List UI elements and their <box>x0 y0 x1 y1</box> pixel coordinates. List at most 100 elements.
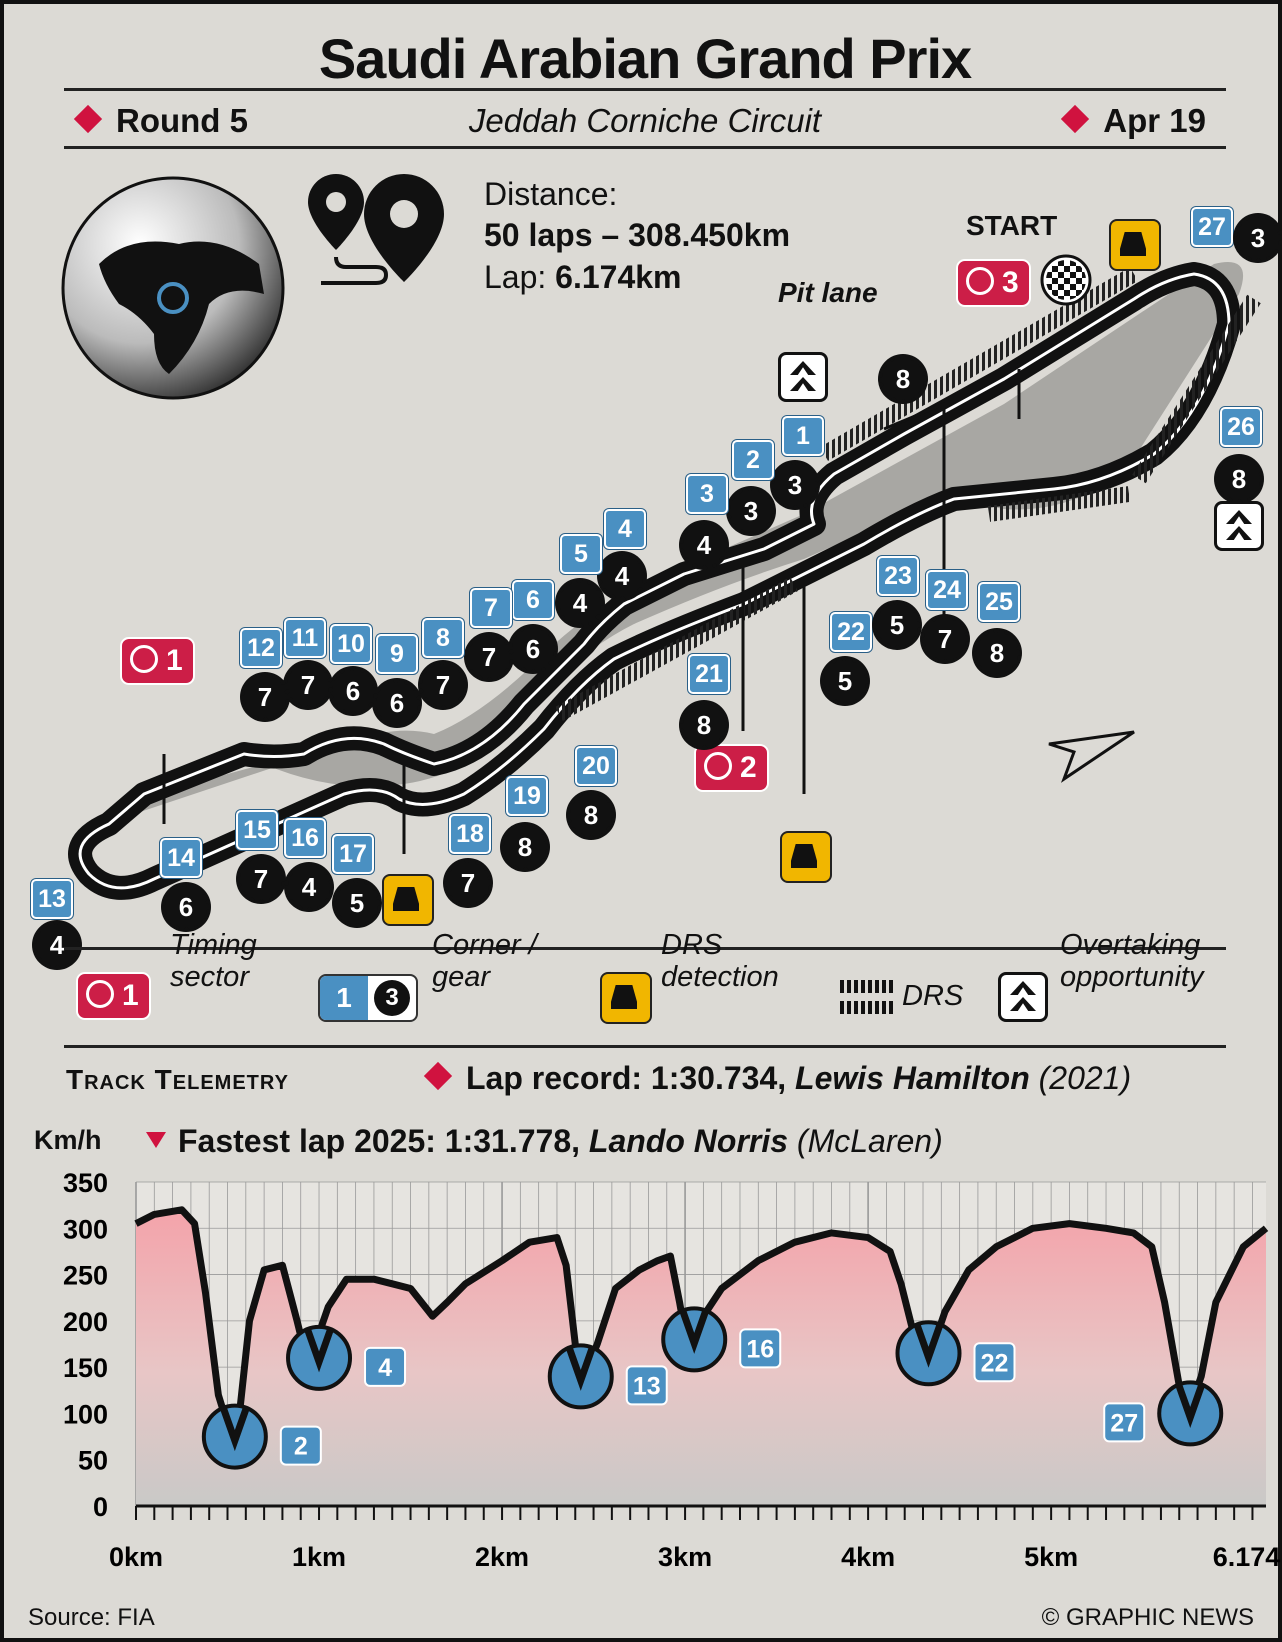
corner-number: 23 <box>877 556 919 596</box>
corner-number: 20 <box>575 746 617 786</box>
overtaking-icon <box>778 352 828 402</box>
divider <box>64 88 1226 91</box>
gear-badge: 6 <box>372 678 422 728</box>
gear-badge: 4 <box>284 862 334 912</box>
telemetry-title: Track Telemetry <box>66 1064 289 1095</box>
gear-badge: 3 <box>770 460 820 510</box>
y-tick-label: 150 <box>63 1353 108 1383</box>
legend-overtaking: Overtaking opportunity <box>1060 929 1204 993</box>
track-map <box>68 262 1261 900</box>
apex-dip <box>678 1308 710 1354</box>
corner-callout-label: 4 <box>378 1354 392 1382</box>
fastest-lap: Fastest lap 2025: 1:31.778, Lando Norris… <box>146 1123 943 1160</box>
x-tick-label: 0km <box>109 1542 163 1572</box>
corner-callout-box <box>625 1365 668 1406</box>
gear-badge: 8 <box>878 354 928 404</box>
legend-corner: Corner / gear <box>432 929 537 993</box>
gear-badge: 8 <box>566 790 616 840</box>
gear-badge: 5 <box>872 600 922 650</box>
corner-number: 10 <box>330 624 372 664</box>
y-tick-label: 250 <box>63 1261 108 1291</box>
gear-badge: 8 <box>1214 454 1264 504</box>
gear-badge: 7 <box>240 672 290 722</box>
corner-number: 26 <box>1220 407 1262 447</box>
corner-callout-label: 2 <box>294 1433 308 1461</box>
legend-overtaking-icon <box>998 972 1048 1022</box>
corner-number: 19 <box>506 776 548 816</box>
gear-badge: 7 <box>464 632 514 682</box>
corner-callout-box <box>1103 1402 1146 1443</box>
gear-badge: 7 <box>920 614 970 664</box>
corner-number: 8 <box>422 618 464 658</box>
globe-icon <box>61 176 285 400</box>
gear-badge: 6 <box>508 624 558 674</box>
date-label: Apr 19 <box>1061 102 1206 140</box>
circuit-name: Jeddah Corniche Circuit <box>468 102 822 139</box>
diamond-icon <box>423 1061 453 1091</box>
y-tick-label: 350 <box>63 1168 108 1198</box>
speed-chart: 0 50 100 150 200 250 300 350 0km 1km 2km 3km 4km 5km 6… <box>63 1168 1282 1572</box>
corner-callout-box <box>739 1328 782 1369</box>
speed-line <box>134 1206 1269 1441</box>
distance-label: Distance: <box>484 176 618 212</box>
corner-number: 24 <box>926 570 968 610</box>
legend-drs: DRS <box>902 980 964 1012</box>
stopwatch-icon <box>86 980 114 1008</box>
y-tick-label: 0 <box>93 1492 108 1522</box>
corner-number: 6 <box>512 580 554 620</box>
stopwatch-icon <box>130 645 158 673</box>
gear-badge: 8 <box>679 700 729 750</box>
corner-number: 9 <box>376 634 418 674</box>
gear-badge: 3 <box>726 486 776 536</box>
gear-badge: 5 <box>332 878 382 928</box>
gear-badge: 4 <box>32 920 82 970</box>
corner-number: 7 <box>470 588 512 628</box>
corner-number: 21 <box>688 654 730 694</box>
stopwatch-icon <box>966 267 994 295</box>
gear-badge: 8 <box>972 628 1022 678</box>
legend-timing-icon: 1 <box>76 972 151 1020</box>
y-tick-label: 50 <box>78 1446 108 1476</box>
divider <box>64 947 1226 950</box>
drs-detection-icon <box>780 831 832 883</box>
gear-badge: 7 <box>418 660 468 710</box>
corner-number: 27 <box>1191 207 1233 247</box>
corner-callout-label: 16 <box>746 1335 774 1363</box>
corner-number: 11 <box>284 618 326 658</box>
x-tick-label: 4km <box>841 1542 895 1572</box>
corner-number: 25 <box>978 582 1020 622</box>
timing-sector-1: 1 <box>120 637 195 685</box>
gear-badge: 7 <box>283 660 333 710</box>
gear-badge: 4 <box>555 578 605 628</box>
x-tick-label: 5km <box>1024 1542 1078 1572</box>
corner-number: 17 <box>332 834 374 874</box>
apex-dip <box>303 1326 335 1373</box>
gear-badge: 6 <box>328 666 378 716</box>
gear-badge: 6 <box>161 882 211 932</box>
x-tick-label: 3km <box>658 1542 712 1572</box>
page-title: Saudi Arabian Grand Prix <box>318 27 972 90</box>
x-tick-label: 6.174km <box>1213 1542 1282 1572</box>
apex-dip <box>219 1405 251 1452</box>
corner-callout-label: 22 <box>981 1349 1009 1377</box>
legend-corner-icon: 1 3 <box>318 974 418 1022</box>
checkered-flag-icon <box>1040 254 1092 306</box>
corner-number: 5 <box>560 534 602 574</box>
corner-callout-box <box>279 1425 322 1466</box>
corner-number: 14 <box>160 838 202 878</box>
legend-drs-detection-icon <box>600 972 652 1024</box>
apex-dip <box>913 1322 944 1368</box>
corner-number: 12 <box>240 628 282 668</box>
triangle-down-icon <box>146 1132 166 1148</box>
x-tick-label: 1km <box>292 1542 346 1572</box>
corner-number: 2 <box>732 440 774 480</box>
timing-sector-3: 3 <box>956 259 1031 307</box>
corner-number: 3 <box>686 474 728 514</box>
apex-dip <box>1174 1382 1206 1428</box>
y-tick-label: 200 <box>63 1307 108 1337</box>
divider <box>64 146 1226 149</box>
corner-callout-box <box>973 1342 1016 1383</box>
divider <box>64 1045 1226 1048</box>
diamond-icon <box>1061 104 1090 134</box>
gear-badge: 3 <box>1233 213 1282 263</box>
